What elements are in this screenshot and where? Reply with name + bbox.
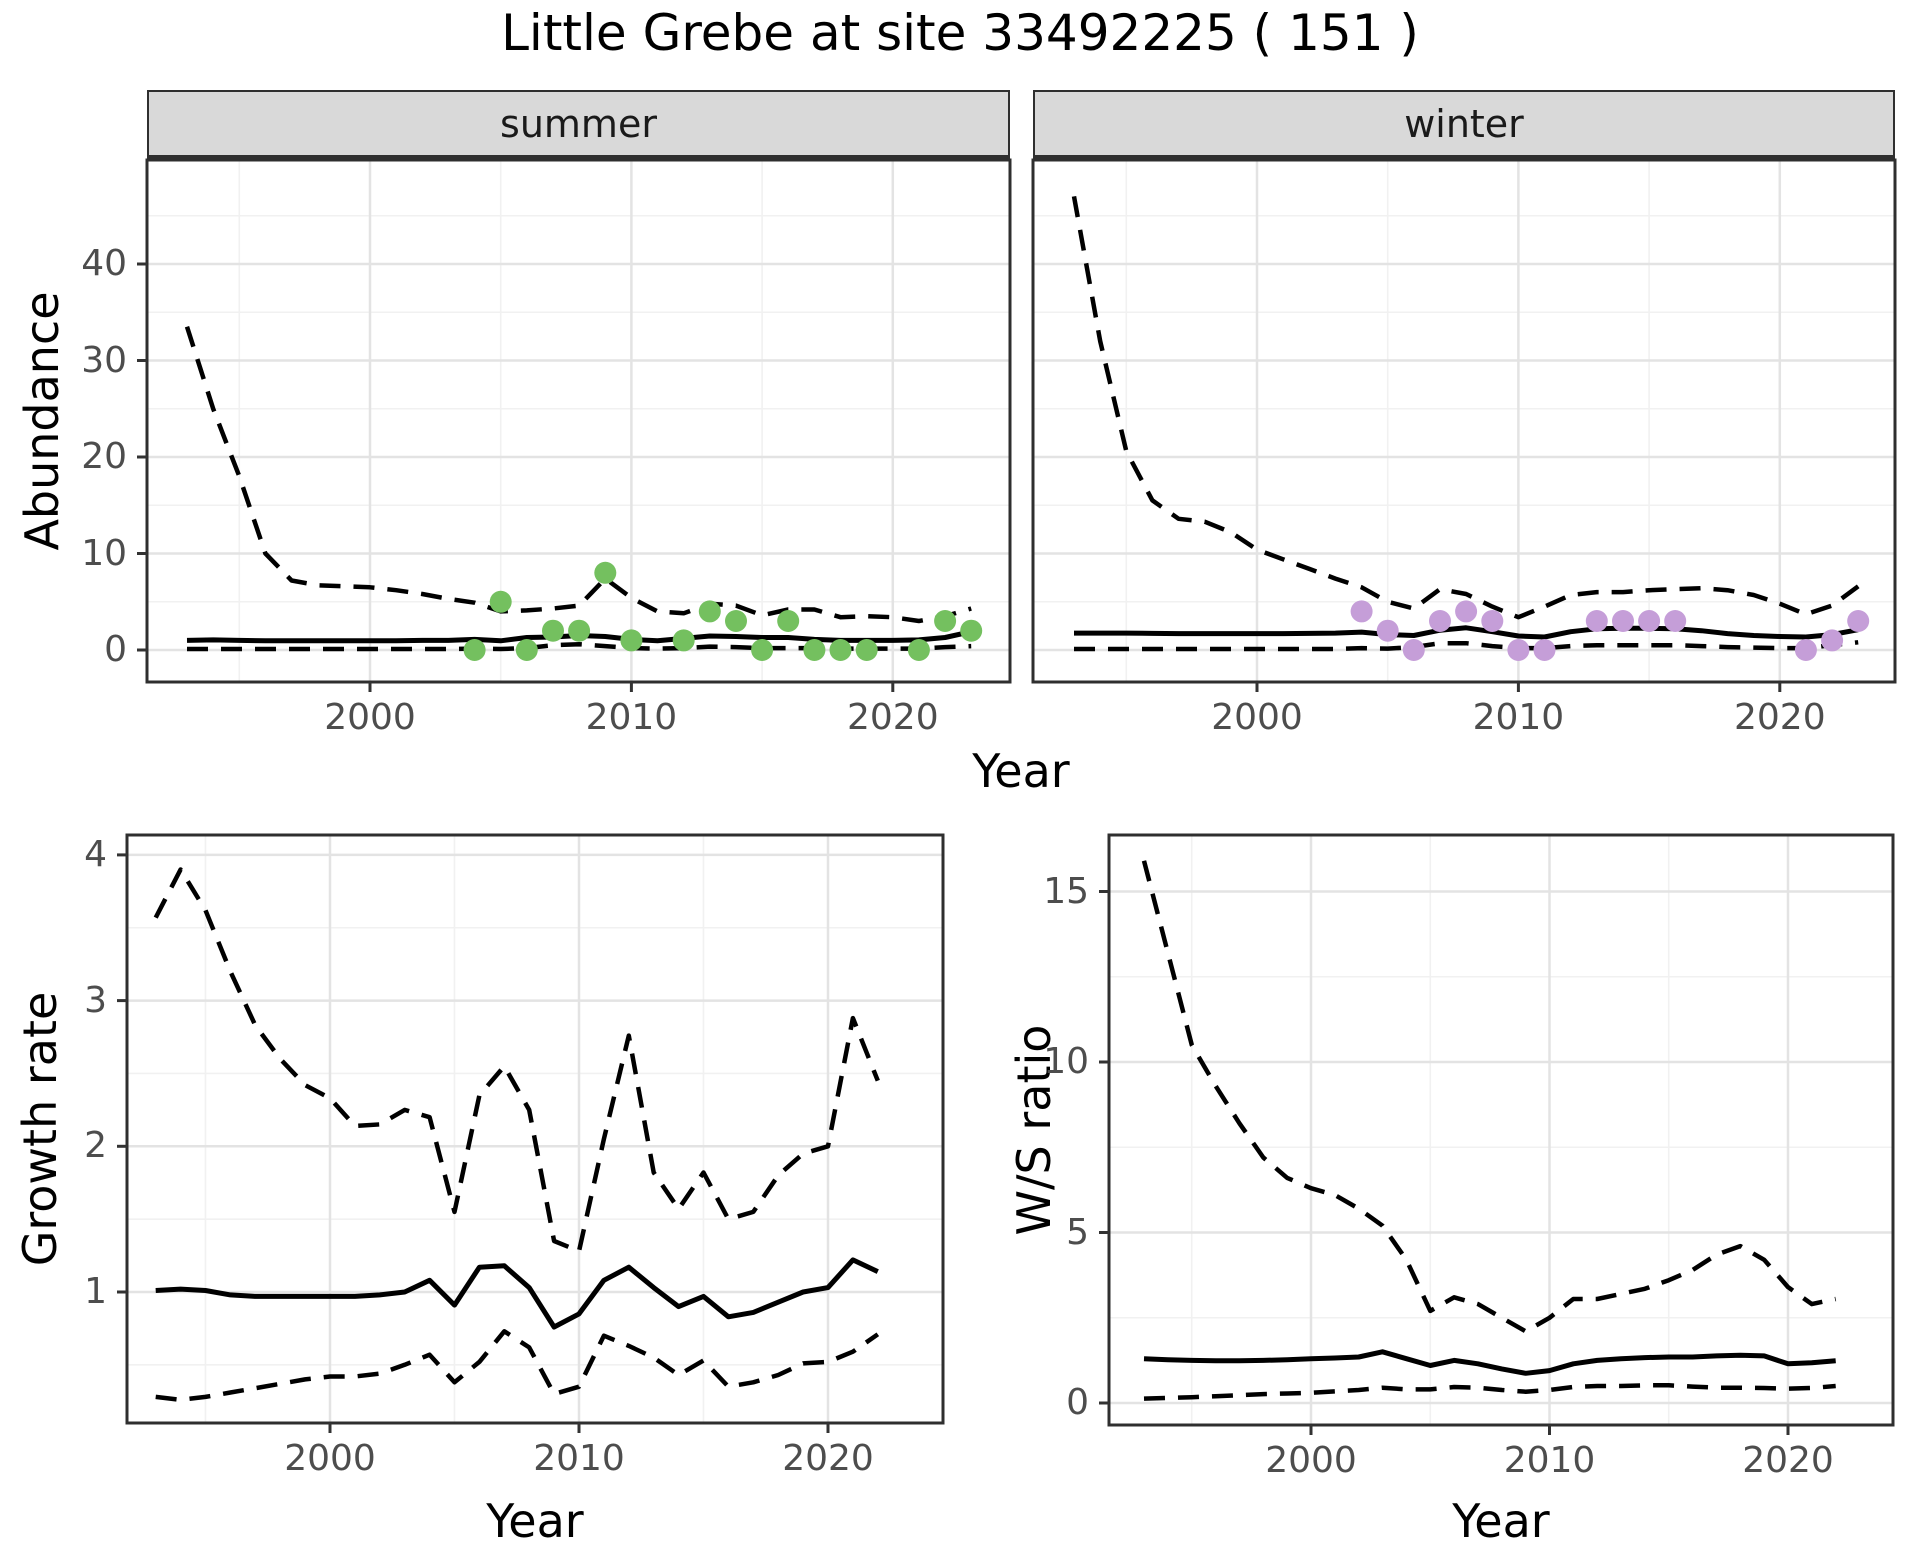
ws-ratio-panel bbox=[1109, 835, 1893, 1425]
abundance-summer-observation-point bbox=[855, 639, 878, 661]
abundance-winter-observation-point bbox=[1585, 610, 1608, 632]
abundance-winter-x-tick-label: 2010 bbox=[1472, 697, 1565, 738]
abundance-winter-observation-point bbox=[1429, 610, 1451, 632]
abundance-winter-observation-point bbox=[1533, 639, 1556, 661]
growth-rate-y-tick-label: 1 bbox=[84, 1271, 107, 1312]
abundance-summer-observation-point bbox=[725, 610, 747, 632]
abundance-summer-observation-point bbox=[515, 639, 538, 661]
abundance-winter-panel-border bbox=[1031, 158, 1897, 684]
abundance-summer-x-tick-label: 2000 bbox=[324, 697, 416, 738]
abundance-summer-observation-point bbox=[594, 561, 617, 584]
abundance-summer-y-tick-label: 20 bbox=[81, 436, 127, 477]
ws-ratio-y-tick-label: 15 bbox=[1043, 870, 1089, 912]
abundance-summer-observation-point bbox=[777, 610, 800, 632]
growth-rate-x-tick-label: 2010 bbox=[533, 1438, 625, 1479]
ws-ratio-x-tick-label: 2020 bbox=[1742, 1440, 1834, 1481]
facet-strip-summer-label: summer bbox=[500, 101, 657, 146]
ws-ratio-panel-border bbox=[1107, 833, 1895, 1427]
x-axis-title-ws: Year bbox=[1452, 1494, 1550, 1548]
abundance-summer-panel-border bbox=[145, 158, 1012, 684]
growth-rate-plot-area bbox=[127, 835, 943, 1423]
abundance-summer-panel bbox=[147, 160, 1010, 682]
ws-ratio-plot-area bbox=[1109, 835, 1893, 1425]
abundance-winter-observation-point bbox=[1402, 639, 1425, 661]
abundance-summer-observation-point bbox=[620, 629, 643, 652]
growth-rate-lower_ci-line bbox=[155, 1329, 880, 1403]
abundance-summer-observation-point bbox=[934, 610, 957, 632]
abundance-winter-median-line bbox=[1074, 625, 1859, 640]
abundance-summer-observation-point bbox=[542, 619, 564, 642]
abundance-winter-x-tick-label: 2020 bbox=[1733, 697, 1826, 738]
abundance-summer-y-tick-label: 10 bbox=[81, 532, 127, 574]
abundance-summer-plot-area bbox=[147, 160, 1010, 682]
abundance-winter-observation-point bbox=[1350, 600, 1373, 623]
x-axis-title-abundance: Year bbox=[972, 744, 1070, 798]
abundance-winter-observation-point bbox=[1794, 639, 1817, 661]
growth-rate-x-tick-label: 2020 bbox=[782, 1438, 874, 1479]
ws-ratio-x-tick-label: 2010 bbox=[1503, 1440, 1596, 1481]
facet-strip-winter: winter bbox=[1033, 90, 1895, 160]
growth-rate-y-tick-label: 4 bbox=[84, 833, 107, 875]
abundance-winter-lower_ci-line bbox=[1074, 640, 1859, 652]
abundance-winter-x-tick-label: 2000 bbox=[1211, 697, 1303, 738]
abundance-winter-observation-point bbox=[1664, 610, 1687, 632]
abundance-summer-observation-point bbox=[960, 619, 983, 642]
growth-rate-median-line bbox=[155, 1257, 879, 1330]
abundance-summer-observation-point bbox=[463, 639, 486, 661]
growth-rate-y-tick-label: 3 bbox=[84, 979, 107, 1021]
growth-rate-panel bbox=[127, 835, 943, 1423]
abundance-winter-observation-point bbox=[1455, 600, 1478, 623]
chart-title: Little Grebe at site 33492225 ( 151 ) bbox=[501, 4, 1419, 62]
ws-ratio-x-tick-label: 2000 bbox=[1265, 1440, 1357, 1481]
abundance-winter-observation-point bbox=[1507, 639, 1530, 661]
facet-strip-winter-label: winter bbox=[1404, 101, 1524, 146]
abundance-summer-observation-point bbox=[907, 639, 930, 661]
abundance-summer-x-tick-label: 2010 bbox=[585, 697, 678, 738]
abundance-winter-observation-point bbox=[1638, 610, 1661, 632]
facet-strip-summer: summer bbox=[147, 90, 1010, 160]
abundance-summer-observation-point bbox=[803, 639, 826, 661]
ws-ratio-y-tick-label: 10 bbox=[1043, 1041, 1089, 1082]
abundance-summer-upper_ci-line bbox=[184, 326, 972, 624]
abundance-winter-plot-area bbox=[1033, 160, 1895, 682]
growth-rate-panel-border bbox=[125, 833, 945, 1425]
abundance-summer-observation-point bbox=[698, 600, 721, 623]
abundance-winter-observation-point bbox=[1376, 619, 1399, 642]
abundance-winter-observation-point bbox=[1481, 610, 1504, 632]
ws-ratio-lower_ci-line bbox=[1143, 1383, 1836, 1401]
ws-ratio-median-line bbox=[1143, 1349, 1836, 1376]
abundance-summer-y-tick-label: 30 bbox=[81, 339, 127, 381]
ws-ratio-upper_ci-line bbox=[1141, 860, 1837, 1334]
abundance-summer-x-tick-label: 2020 bbox=[846, 697, 939, 738]
abundance-winter-observation-point bbox=[1847, 610, 1870, 632]
growth-rate-y-tick-label: 2 bbox=[84, 1125, 107, 1167]
growth-rate-x-tick-label: 2000 bbox=[284, 1438, 376, 1479]
abundance-summer-observation-point bbox=[672, 629, 695, 652]
abundance-summer-observation-point bbox=[829, 639, 852, 661]
ws-ratio-y-tick-label: 0 bbox=[1066, 1382, 1089, 1423]
abundance-winter-upper_ci-line bbox=[1071, 195, 1860, 620]
abundance-winter-observation-point bbox=[1821, 629, 1844, 652]
abundance-summer-y-tick-label: 0 bbox=[104, 629, 127, 670]
growth-rate-upper_ci-line bbox=[153, 867, 880, 1254]
abundance-summer-observation-point bbox=[489, 590, 512, 613]
x-axis-title-growth: Year bbox=[486, 1494, 584, 1548]
abundance-summer-observation-point bbox=[568, 619, 591, 642]
abundance-summer-y-tick-label: 40 bbox=[81, 243, 127, 284]
ws-ratio-y-tick-label: 5 bbox=[1066, 1211, 1089, 1253]
abundance-winter-observation-point bbox=[1612, 610, 1634, 632]
abundance-summer-observation-point bbox=[751, 639, 774, 661]
